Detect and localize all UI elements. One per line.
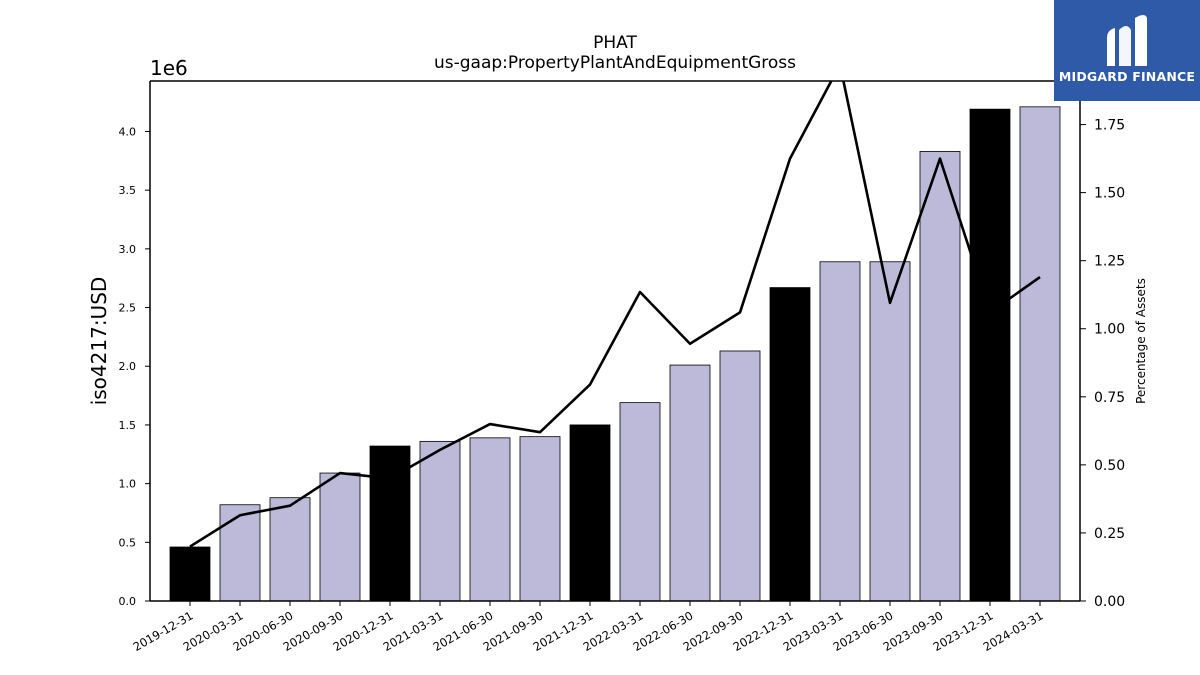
chart-subtitle: us-gaap:PropertyPlantAndEquipmentGross [433, 53, 797, 73]
bar [769, 287, 811, 602]
bar [269, 497, 311, 602]
bar [719, 350, 761, 602]
y2-tick-label: 0.25 [1094, 526, 1125, 542]
series-line [189, 81, 1041, 548]
y2-tick-label: 1.25 [1094, 254, 1125, 270]
bar [169, 546, 211, 602]
bar [569, 424, 611, 602]
y-tick-label: 4.0 [119, 125, 137, 138]
chart-title: PHAT [593, 33, 637, 53]
bar [819, 261, 861, 602]
y-tick-label: 0.0 [119, 595, 137, 608]
logo-mark-icon [1107, 15, 1147, 66]
bar [519, 436, 561, 602]
bar [469, 437, 511, 602]
y2-tick-label: 1.75 [1094, 118, 1125, 134]
bar [1019, 106, 1061, 602]
y-tick-label: 1.5 [119, 419, 137, 432]
y2-tick-label: 1.50 [1094, 186, 1125, 202]
y-tick-label: 0.5 [119, 536, 137, 549]
y2-tick-label: 0.50 [1094, 458, 1125, 474]
y-tick-label: 3.5 [119, 184, 137, 197]
y-axis-label: iso4217:USD [87, 277, 111, 406]
y-tick-label: 1.0 [119, 478, 137, 491]
bar [219, 504, 261, 602]
y2-tick-label: 1.00 [1094, 322, 1125, 338]
y-scale-label: 1e6 [150, 56, 188, 80]
bar [919, 151, 961, 602]
bar [669, 364, 711, 602]
bar [319, 472, 361, 602]
y2-tick-label: 0.75 [1094, 390, 1125, 406]
y-tick-label: 2.0 [119, 360, 137, 373]
y-tick-label: 3.0 [119, 243, 137, 256]
bar [619, 402, 661, 602]
brand-logo: MIDGARD FINANCE [1054, 0, 1200, 101]
bar [969, 108, 1011, 602]
y2-axis-label: Percentage of Assets [1134, 278, 1148, 404]
bar [419, 440, 461, 602]
y-tick-label: 2.5 [119, 302, 137, 315]
brand-name: MIDGARD FINANCE [1058, 69, 1196, 84]
bar [869, 261, 911, 602]
y2-tick-label: 0.00 [1094, 594, 1125, 610]
